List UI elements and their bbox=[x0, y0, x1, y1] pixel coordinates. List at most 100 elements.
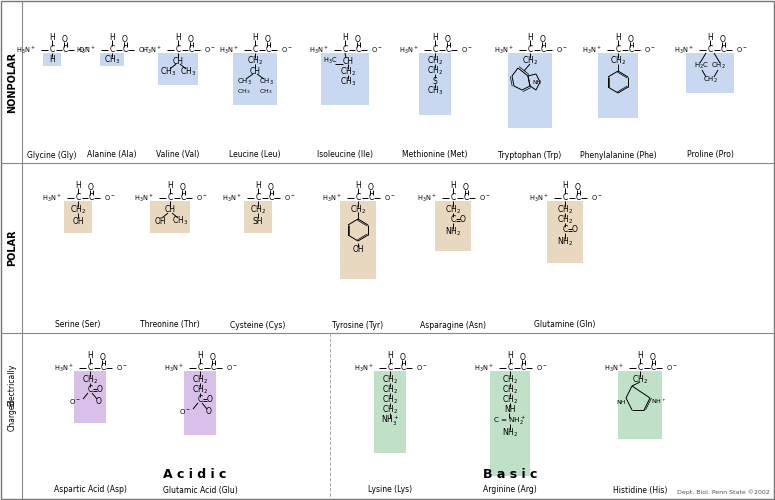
Text: CH: CH bbox=[164, 206, 175, 214]
Text: O: O bbox=[520, 354, 526, 362]
Text: C: C bbox=[75, 194, 81, 202]
Text: H$_3$N$^+$: H$_3$N$^+$ bbox=[529, 192, 549, 204]
Text: O: O bbox=[206, 408, 212, 416]
Text: CH$_2$: CH$_2$ bbox=[382, 394, 398, 406]
Text: CH$_2$: CH$_2$ bbox=[711, 61, 725, 71]
Text: O: O bbox=[122, 36, 128, 44]
Text: O: O bbox=[210, 354, 216, 362]
Text: CH$_2$: CH$_2$ bbox=[382, 374, 398, 386]
Text: C: C bbox=[637, 364, 642, 372]
Text: CH$_2$: CH$_2$ bbox=[502, 374, 518, 386]
Text: H$_3$N$^+$: H$_3$N$^+$ bbox=[354, 362, 374, 374]
Text: POLAR: POLAR bbox=[7, 230, 17, 266]
Text: Valine (Val): Valine (Val) bbox=[157, 150, 200, 160]
Text: C: C bbox=[88, 194, 94, 202]
Text: O$^-$: O$^-$ bbox=[416, 364, 428, 372]
Text: C: C bbox=[88, 364, 93, 372]
Bar bbox=[74, 371, 106, 423]
Text: O: O bbox=[650, 354, 656, 362]
Bar bbox=[340, 201, 376, 279]
Text: O$^-$: O$^-$ bbox=[69, 398, 81, 406]
Text: Proline (Pro): Proline (Pro) bbox=[687, 150, 733, 160]
Text: C: C bbox=[450, 216, 456, 224]
Bar bbox=[150, 201, 190, 233]
Text: H$_3$N$^+$: H$_3$N$^+$ bbox=[222, 192, 242, 204]
Text: H: H bbox=[355, 182, 361, 190]
Text: O$^-$: O$^-$ bbox=[591, 194, 603, 202]
Text: H: H bbox=[637, 352, 643, 360]
Text: CH$_3$: CH$_3$ bbox=[259, 77, 274, 87]
Text: CH$_2$: CH$_2$ bbox=[703, 75, 718, 85]
Text: C: C bbox=[368, 194, 374, 202]
Text: C: C bbox=[520, 364, 525, 372]
Text: C: C bbox=[50, 46, 54, 54]
Text: CH$_3$: CH$_3$ bbox=[260, 88, 273, 96]
Text: CH$_2$: CH$_2$ bbox=[70, 204, 86, 216]
Text: H: H bbox=[49, 34, 55, 42]
Text: O: O bbox=[207, 396, 213, 404]
Text: O: O bbox=[572, 226, 578, 234]
Text: O$^-$: O$^-$ bbox=[284, 194, 295, 202]
Text: H: H bbox=[75, 182, 81, 190]
Text: O$^-$: O$^-$ bbox=[556, 46, 567, 54]
Text: Histidine (His): Histidine (His) bbox=[613, 486, 667, 494]
Text: NH: NH bbox=[616, 400, 626, 404]
Text: NH$^+$: NH$^+$ bbox=[651, 398, 666, 406]
Text: C: C bbox=[401, 364, 405, 372]
Text: C: C bbox=[563, 226, 567, 234]
Text: H$_3$N$^+$: H$_3$N$^+$ bbox=[494, 44, 514, 56]
Text: H: H bbox=[707, 34, 713, 42]
Text: CH$_2$: CH$_2$ bbox=[557, 214, 573, 226]
Bar bbox=[435, 201, 471, 251]
Text: C: C bbox=[446, 46, 450, 54]
Text: A c i d i c: A c i d i c bbox=[164, 468, 226, 481]
Text: Glutamine (Gln): Glutamine (Gln) bbox=[534, 320, 596, 330]
Text: Serine (Ser): Serine (Ser) bbox=[55, 320, 101, 330]
Bar bbox=[184, 371, 216, 435]
Text: CH: CH bbox=[343, 56, 353, 66]
Text: NH$_2$: NH$_2$ bbox=[557, 236, 573, 248]
Text: H: H bbox=[615, 34, 621, 42]
Text: C: C bbox=[708, 46, 713, 54]
Text: O: O bbox=[88, 184, 94, 192]
Text: CH$_2$: CH$_2$ bbox=[502, 384, 518, 396]
Text: O$^-$: O$^-$ bbox=[281, 46, 293, 54]
Bar bbox=[490, 371, 530, 476]
Text: C: C bbox=[181, 194, 186, 202]
Text: C: C bbox=[527, 46, 532, 54]
Text: H: H bbox=[175, 34, 181, 42]
Text: O: O bbox=[460, 216, 466, 224]
Text: H$_3$N$^+$: H$_3$N$^+$ bbox=[399, 44, 419, 56]
Text: O: O bbox=[355, 36, 361, 44]
Text: O: O bbox=[268, 184, 274, 192]
Text: H: H bbox=[527, 34, 533, 42]
Text: H$_3$N$^+$: H$_3$N$^+$ bbox=[16, 44, 36, 56]
Text: NH$_3^+$: NH$_3^+$ bbox=[381, 414, 399, 428]
Text: CH$_2$: CH$_2$ bbox=[445, 204, 461, 216]
Text: CH$_3$: CH$_3$ bbox=[180, 66, 196, 78]
Text: H: H bbox=[167, 182, 173, 190]
Text: S: S bbox=[432, 76, 437, 86]
Text: CH$_3$: CH$_3$ bbox=[104, 54, 120, 66]
Text: C: C bbox=[356, 46, 360, 54]
Text: H: H bbox=[507, 352, 513, 360]
Text: C: C bbox=[629, 46, 634, 54]
Text: C: C bbox=[508, 364, 512, 372]
Text: O: O bbox=[575, 184, 581, 192]
Text: O$^-$: O$^-$ bbox=[104, 194, 115, 202]
Text: CH$_2$: CH$_2$ bbox=[250, 204, 266, 216]
Text: CH$_2$: CH$_2$ bbox=[632, 374, 648, 386]
Text: CH$_2$: CH$_2$ bbox=[382, 384, 398, 396]
Text: CH$_3$: CH$_3$ bbox=[427, 84, 443, 97]
Text: CH$_2$: CH$_2$ bbox=[610, 54, 626, 67]
Bar bbox=[618, 371, 662, 439]
Text: H$_3$N$^+$: H$_3$N$^+$ bbox=[418, 192, 437, 204]
Text: Arginine (Arg): Arginine (Arg) bbox=[483, 486, 537, 494]
Bar bbox=[233, 53, 277, 105]
Text: O: O bbox=[100, 354, 106, 362]
Bar bbox=[374, 371, 406, 453]
Text: C: C bbox=[175, 46, 181, 54]
Text: OH: OH bbox=[154, 216, 166, 226]
Bar bbox=[508, 53, 552, 128]
Text: NH: NH bbox=[505, 406, 515, 414]
